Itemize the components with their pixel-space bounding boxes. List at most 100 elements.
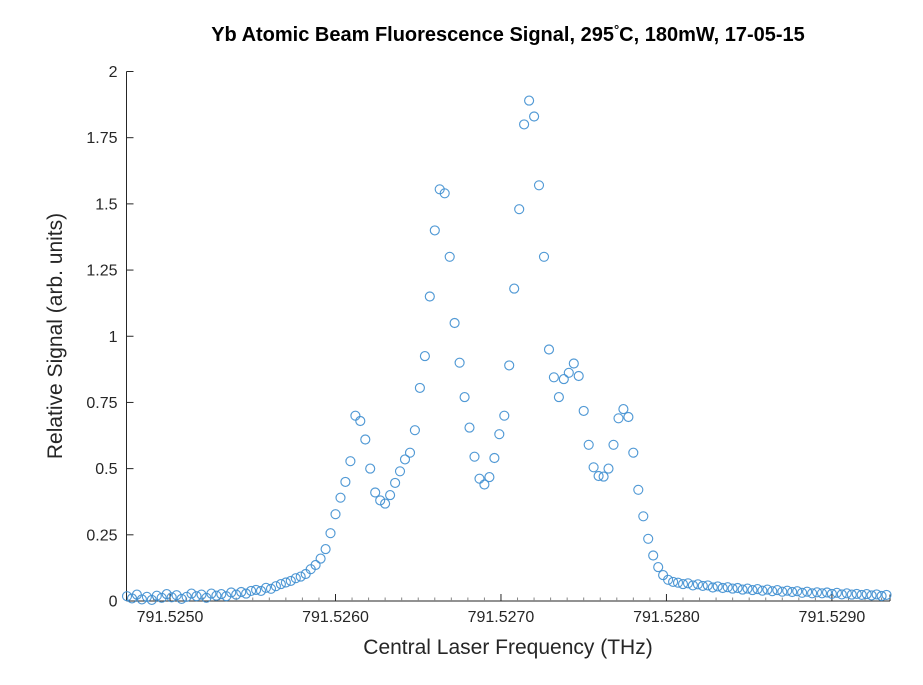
data-point-marker [444,251,455,262]
data-point-marker [479,479,490,490]
data-point-marker [677,579,689,590]
data-point-marker [533,180,545,191]
data-point-marker [380,498,391,509]
data-point-marker [459,392,470,403]
plot-title-suffix: C, 180mW, 17-05-15 [619,24,805,46]
data-point-marker [509,283,520,294]
data-point-marker [737,584,748,595]
data-point-marker [712,581,723,592]
plot-title: Yb Atomic Beam Fluorescence Signal, 295°… [126,22,890,47]
data-point-marker [350,410,361,421]
x-tick-label: 791.5290 [799,609,866,626]
y-tick-label: 2 [109,64,118,81]
data-point-marker [310,559,321,571]
y-tick-label: 0.25 [86,527,117,544]
data-point-marker [563,367,574,378]
data-point-marker [260,582,272,593]
data-point-marker [295,571,306,582]
x-tick-label: 791.5270 [468,609,535,626]
data-point-marker [836,589,847,600]
data-point-marker [385,490,396,501]
data-point-marker [603,463,614,474]
data-point-marker [330,509,341,520]
data-point-marker [340,476,351,487]
data-point-marker [871,589,882,600]
data-point-marker [280,577,291,588]
data-point-marker [826,588,837,599]
data-point-marker [727,583,738,594]
data-point-marker [524,95,535,106]
data-point-marker [707,582,718,593]
data-point-marker [345,456,356,467]
data-point-marker [608,439,619,450]
data-point-marker [747,585,758,596]
data-point-marker [762,584,773,595]
data-point-marker [429,225,440,236]
data-point-marker [176,593,187,604]
data-point-marker [355,415,366,427]
data-point-marker [687,580,698,591]
data-point-marker [722,582,733,593]
data-point-marker [628,447,639,458]
y-tick-label: 1.5 [95,196,117,213]
data-point-marker [821,587,833,598]
data-point-marker [360,434,371,445]
data-point-marker [390,477,401,488]
data-point-marker [499,410,510,421]
y-tick-label: 0.5 [95,461,117,478]
data-point-marker [394,466,406,477]
data-point-marker [320,544,331,555]
data-point-marker [593,470,604,482]
data-point-marker [404,447,416,458]
data-point-marker [866,590,877,601]
y-tick-label: 1.75 [86,130,117,147]
data-point-marker [623,411,634,423]
data-point-marker [653,562,664,573]
data-point-marker [538,251,550,262]
data-point-marker [648,550,659,561]
data-point-marker [290,573,301,584]
data-point-marker [529,111,540,122]
y-tick-label: 0.75 [86,395,117,412]
data-point-marker [782,585,793,596]
data-point-marker [553,392,564,403]
data-point-marker [424,291,435,302]
data-point-marker [618,404,629,415]
data-point-marker [583,439,594,450]
data-point-marker [231,589,242,600]
data-point-marker [757,585,768,596]
data-point-marker [325,528,336,539]
data-point-marker [682,578,694,589]
data-point-marker [265,583,277,594]
data-point-marker [732,582,743,594]
data-point-marker [807,588,818,599]
data-point-marker [543,344,555,355]
data-point-marker [121,591,133,602]
data-point-marker [161,589,172,600]
data-point-marker [414,382,425,393]
x-tick-label: 791.5260 [302,609,369,626]
data-point-marker [494,429,505,440]
data-point-marker [246,585,257,596]
data-point-marker [787,586,798,598]
data-point-marker [792,586,803,597]
data-point-marker [633,484,644,495]
x-axis-label: Central Laser Frequency (THz) [363,636,653,659]
data-point-marker [439,188,450,199]
data-point-marker [409,425,420,436]
data-point-marker [846,589,857,600]
y-tick-label: 1 [109,329,118,346]
data-point-marker [464,422,475,433]
data-point-marker [802,586,813,597]
data-point-marker [831,587,842,598]
data-point-marker [370,487,381,498]
data-point-marker [251,584,262,595]
data-point-marker [876,590,887,602]
data-point-marker [702,580,713,591]
data-point-marker [752,584,763,595]
x-tick-label: 791.5280 [633,609,700,626]
data-point-marker [856,589,867,600]
data-point-marker [573,370,584,382]
